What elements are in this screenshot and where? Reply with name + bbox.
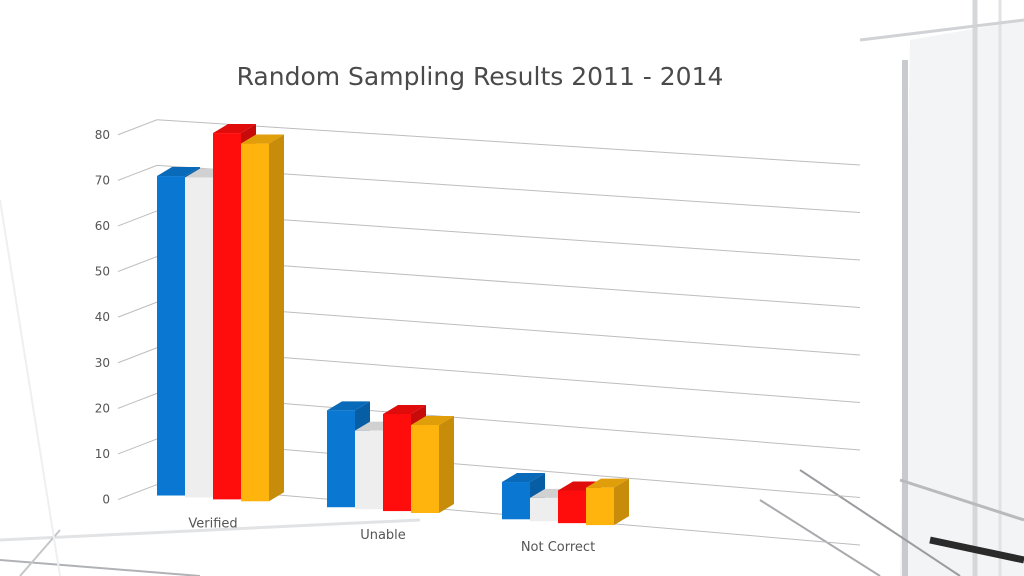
y-tick-label: 40 bbox=[95, 310, 110, 324]
y-tick-label: 10 bbox=[95, 447, 110, 461]
bar-top bbox=[241, 134, 284, 144]
bar bbox=[241, 143, 269, 502]
bar bbox=[185, 177, 213, 498]
bar bbox=[411, 425, 439, 514]
bar-top bbox=[558, 481, 601, 491]
bar bbox=[355, 430, 383, 510]
bar-side bbox=[614, 478, 629, 526]
bar bbox=[157, 176, 185, 496]
x-category-label: Verified bbox=[188, 516, 237, 531]
bar bbox=[327, 410, 355, 508]
bar-top bbox=[411, 416, 454, 426]
gridline-depth bbox=[117, 256, 158, 273]
bar-top bbox=[213, 124, 256, 134]
gridline-depth bbox=[117, 119, 158, 136]
bar-side bbox=[269, 134, 284, 502]
gridline-depth bbox=[117, 484, 158, 501]
bar bbox=[586, 487, 614, 526]
gridline-depth bbox=[117, 210, 158, 227]
y-tick-label: 60 bbox=[95, 219, 110, 233]
bar bbox=[530, 497, 558, 522]
y-tick-label: 70 bbox=[95, 173, 110, 187]
y-tick-label: 30 bbox=[95, 356, 110, 370]
bar-top bbox=[383, 404, 426, 414]
gridline bbox=[156, 119, 861, 166]
gridline-depth bbox=[117, 438, 158, 455]
bar-top bbox=[157, 167, 200, 177]
bar-side bbox=[439, 416, 454, 514]
gridline-depth bbox=[117, 301, 158, 318]
x-category-label: Not Correct bbox=[521, 540, 595, 555]
bar-top bbox=[502, 473, 545, 483]
bar bbox=[213, 133, 241, 500]
x-category-label: Unable bbox=[360, 528, 406, 543]
y-tick-label: 50 bbox=[95, 265, 110, 279]
bar bbox=[502, 482, 530, 520]
gridline-depth bbox=[117, 347, 158, 364]
chart-title: Random Sampling Results 2011 - 2014 bbox=[236, 62, 724, 91]
gridline-depth bbox=[117, 392, 158, 409]
bar-top bbox=[327, 401, 370, 411]
bar bbox=[558, 490, 586, 524]
gridline-depth bbox=[117, 164, 158, 181]
bar-top bbox=[586, 478, 629, 488]
y-tick-label: 0 bbox=[102, 493, 110, 507]
y-tick-label: 80 bbox=[95, 128, 110, 142]
y-tick-label: 20 bbox=[95, 401, 110, 415]
bar bbox=[383, 413, 411, 512]
